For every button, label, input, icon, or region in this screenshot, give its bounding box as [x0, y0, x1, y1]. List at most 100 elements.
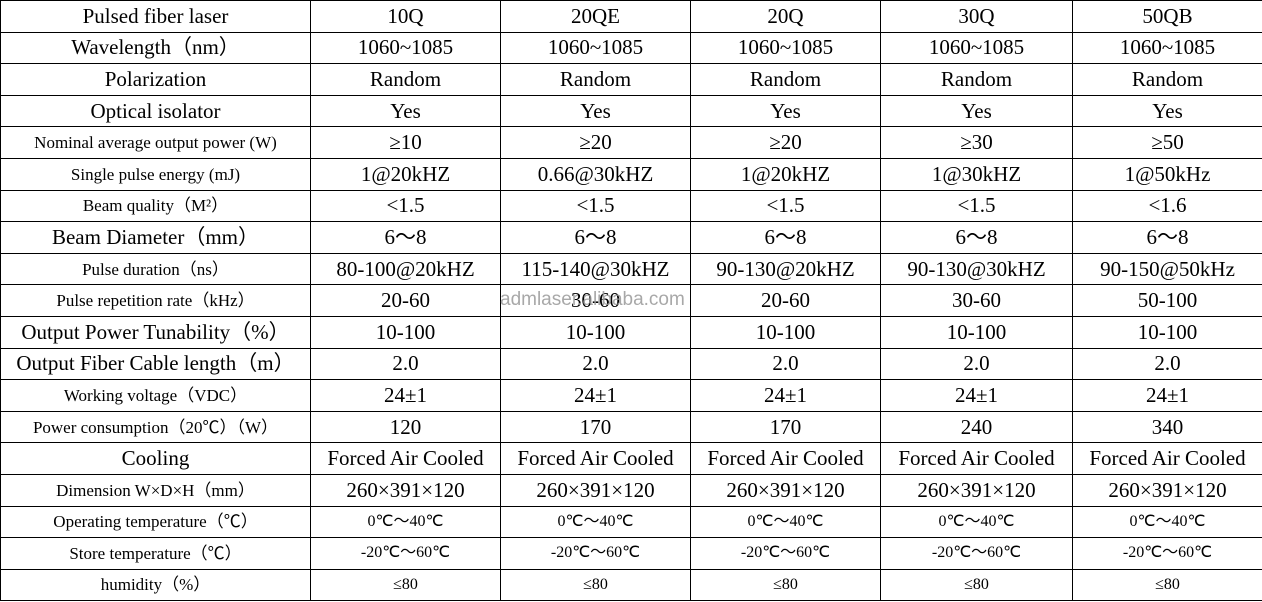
- spec-value: 2.0: [690, 347, 881, 381]
- spec-row: Output Power Tunability（%） 10-100 10-100 10…: [0, 315, 1262, 349]
- spec-row: Output Fiber Cable length（m） 2.0 2.0 2.0 2.0…: [0, 347, 1262, 381]
- spec-value: 10-100: [690, 315, 881, 349]
- spec-value: <1.5: [310, 189, 501, 223]
- spec-row: Pulse repetition rate（kHz） 20-60 30-60 20-6…: [0, 284, 1262, 317]
- spec-value: 0℃～40℃: [500, 505, 691, 539]
- header-row: Pulsed fiber laser 10Q 20QE 20Q 30Q 50QB: [0, 0, 1262, 33]
- row-label: Cooling: [0, 442, 311, 475]
- spec-value: ≤80: [500, 568, 691, 602]
- spec-value: 1060~1085: [500, 31, 691, 65]
- spec-value: 120: [310, 410, 501, 444]
- spec-value: Yes: [690, 94, 881, 128]
- spec-value: <1.5: [880, 189, 1073, 223]
- row-label: Single pulse energy (mJ): [0, 157, 311, 191]
- spec-value: 2.0: [880, 347, 1073, 381]
- spec-value: 0℃～40℃: [1072, 505, 1262, 539]
- spec-value: 10-100: [310, 315, 501, 349]
- header-cell: 50QB: [1072, 0, 1262, 33]
- spec-row: Dimension W×D×H（mm） 260×391×120 260×391×12…: [0, 473, 1262, 507]
- spec-value: <1.6: [1072, 189, 1262, 223]
- spec-value: 0℃～40℃: [880, 505, 1073, 539]
- spec-row: Single pulse energy (mJ) 1@20kHZ 0.66@30kH…: [0, 157, 1262, 191]
- spec-value: Forced Air Cooled: [690, 442, 881, 475]
- spec-value: 1060~1085: [690, 31, 881, 65]
- spec-value: 24±1: [880, 379, 1073, 412]
- spec-value: 0.66@30kHZ: [500, 157, 691, 191]
- spec-value: 10-100: [880, 315, 1073, 349]
- spec-value: 2.0: [1072, 347, 1262, 381]
- spec-value: ≤80: [690, 568, 881, 602]
- spec-value: Random: [1072, 63, 1262, 96]
- spec-value: 1060~1085: [880, 31, 1073, 65]
- spec-value: 20-60: [690, 284, 881, 317]
- spec-row: Nominal average output power (W) ≥10 ≥20 ≥2…: [0, 126, 1262, 159]
- spec-value: 30-60: [500, 284, 691, 317]
- spec-value: 24±1: [310, 379, 501, 412]
- spec-row: Wavelength（nm） 1060~1085 1060~1085 1060~108…: [0, 31, 1262, 65]
- spec-value: Yes: [880, 94, 1073, 128]
- spec-value: <1.5: [690, 189, 881, 223]
- spec-value: Random: [500, 63, 691, 96]
- spec-value: 6～8: [690, 221, 881, 254]
- spec-value: 1@20kHZ: [690, 157, 881, 191]
- spec-value: 20-60: [310, 284, 501, 317]
- row-label: Optical isolator: [0, 94, 311, 128]
- row-label: Power consumption（20℃）（W）: [0, 410, 311, 444]
- spec-value: 10-100: [500, 315, 691, 349]
- spec-value: 10-100: [1072, 315, 1262, 349]
- spec-value: ≥10: [310, 126, 501, 159]
- spec-value: 30-60: [880, 284, 1073, 317]
- spec-row: Polarization Random Random Random Random Rand…: [0, 63, 1262, 96]
- spec-value: 115-140@30kHZ: [500, 252, 691, 286]
- header-cell: 20QE: [500, 0, 691, 33]
- spec-value: ≤80: [310, 568, 501, 602]
- spec-value: Random: [310, 63, 501, 96]
- row-label: Beam Diameter（mm）: [0, 221, 311, 254]
- spec-value: 50-100: [1072, 284, 1262, 317]
- spec-value: Forced Air Cooled: [310, 442, 501, 475]
- spec-value: Yes: [310, 94, 501, 128]
- spec-value: <1.5: [500, 189, 691, 223]
- row-label: Wavelength（nm）: [0, 31, 311, 65]
- spec-value: -20℃～60℃: [310, 537, 501, 570]
- row-label: humidity（%）: [0, 568, 311, 602]
- row-label: Output Power Tunability（%）: [0, 315, 311, 349]
- spec-value: -20℃～60℃: [880, 537, 1073, 570]
- spec-row: Optical isolator Yes Yes Yes Yes Yes: [0, 94, 1262, 128]
- spec-value: Forced Air Cooled: [500, 442, 691, 475]
- spec-value: 6～8: [1072, 221, 1262, 254]
- spec-value: ≥20: [500, 126, 691, 159]
- spec-row: Beam quality（M²） <1.5 <1.5 <1.5 <1.5 <1.6: [0, 189, 1262, 223]
- header-cell: Pulsed fiber laser: [0, 0, 311, 33]
- spec-value: 260×391×120: [880, 473, 1073, 507]
- spec-value: 6～8: [500, 221, 691, 254]
- row-label: Store temperature（℃）: [0, 537, 311, 570]
- spec-value: Random: [880, 63, 1073, 96]
- spec-value: 24±1: [500, 379, 691, 412]
- row-label: Pulse duration（ns）: [0, 252, 311, 286]
- spec-value: Random: [690, 63, 881, 96]
- spec-value: ≤80: [1072, 568, 1262, 602]
- spec-value: 90-130@30kHZ: [880, 252, 1073, 286]
- spec-value: ≥50: [1072, 126, 1262, 159]
- spec-value: 90-150@50kHz: [1072, 252, 1262, 286]
- row-label: Pulse repetition rate（kHz）: [0, 284, 311, 317]
- spec-value: 1060~1085: [310, 31, 501, 65]
- spec-value: Forced Air Cooled: [880, 442, 1073, 475]
- spec-value: 24±1: [690, 379, 881, 412]
- spec-row: humidity（%） ≤80 ≤80 ≤80 ≤80 ≤80: [0, 568, 1262, 602]
- spec-value: 170: [500, 410, 691, 444]
- spec-value: 24±1: [1072, 379, 1262, 412]
- spec-row: Pulse duration（ns） 80-100@20kHZ 115-140@30…: [0, 252, 1262, 286]
- spec-value: 1@50kHz: [1072, 157, 1262, 191]
- spec-value: -20℃～60℃: [500, 537, 691, 570]
- spec-value: 170: [690, 410, 881, 444]
- spec-value: 240: [880, 410, 1073, 444]
- spec-value: Yes: [1072, 94, 1262, 128]
- row-label: Dimension W×D×H（mm）: [0, 473, 311, 507]
- spec-row: Power consumption（20℃）（W） 120 170 170 240 340: [0, 410, 1262, 444]
- row-label: Output Fiber Cable length（m）: [0, 347, 311, 381]
- spec-value: Yes: [500, 94, 691, 128]
